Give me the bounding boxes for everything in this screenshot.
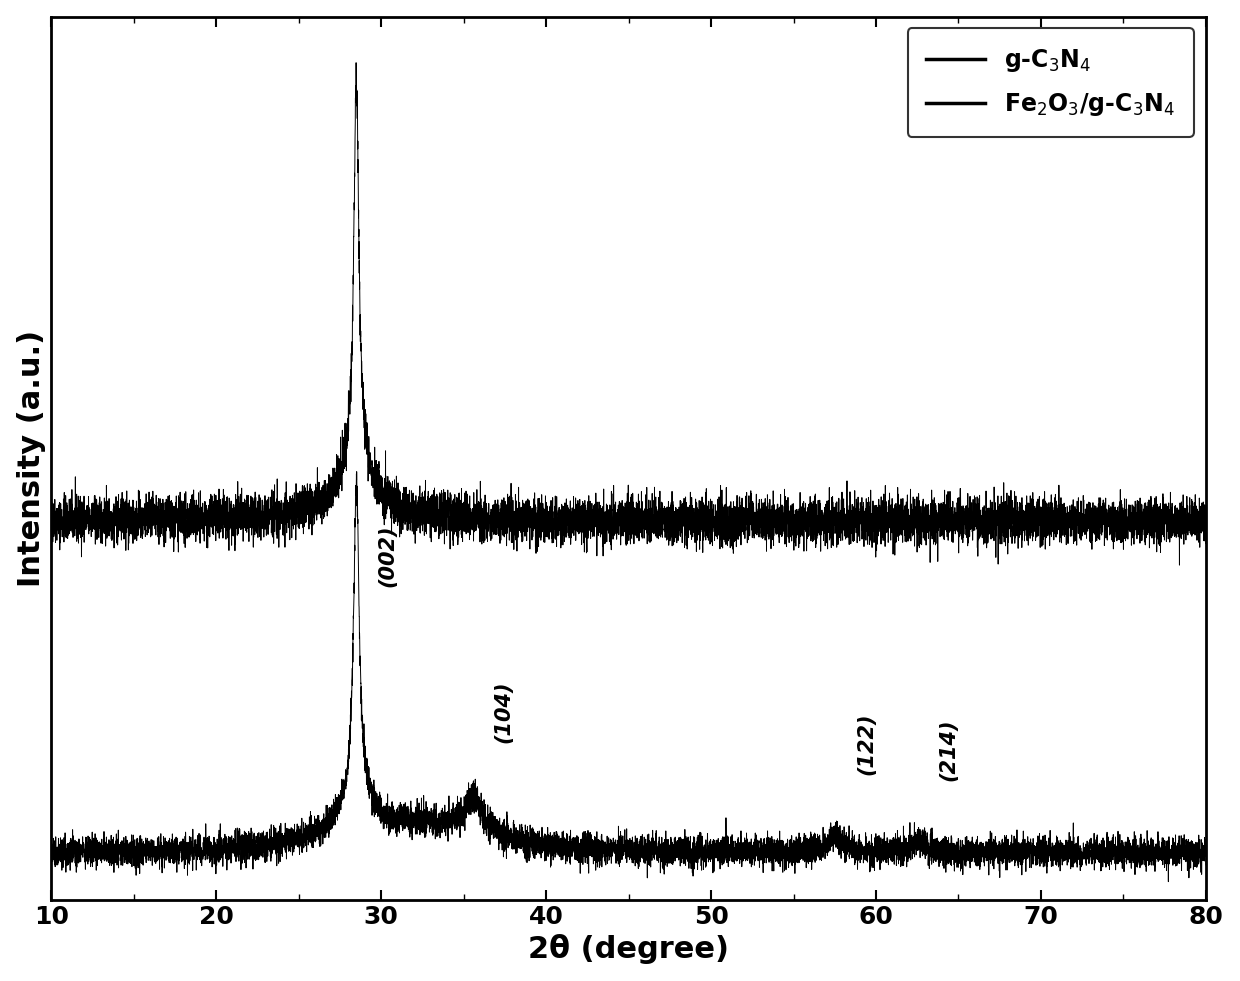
Text: (214): (214) <box>939 718 959 781</box>
Text: (104): (104) <box>494 681 513 744</box>
Text: (122): (122) <box>856 712 877 775</box>
Legend: g-C$_3$N$_4$, Fe$_2$O$_3$/g-C$_3$N$_4$: g-C$_3$N$_4$, Fe$_2$O$_3$/g-C$_3$N$_4$ <box>908 28 1194 136</box>
Text: (002): (002) <box>378 524 398 587</box>
X-axis label: 2θ (degree): 2θ (degree) <box>528 934 729 964</box>
Y-axis label: Intensity (a.u.): Intensity (a.u.) <box>16 330 46 587</box>
